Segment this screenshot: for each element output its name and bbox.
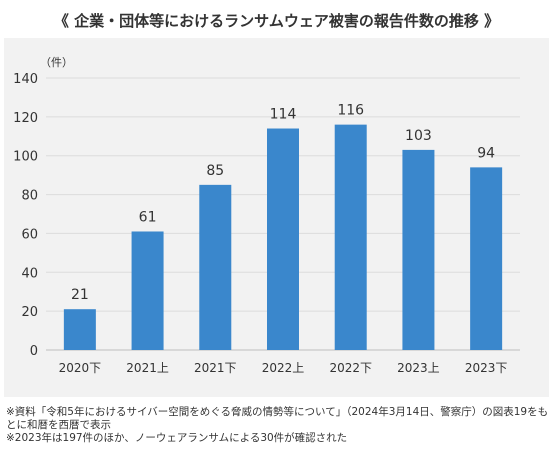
y-tick-label: 120 xyxy=(13,111,38,126)
bar xyxy=(402,149,435,350)
y-tick-label: 100 xyxy=(13,150,38,165)
bar xyxy=(470,167,503,350)
bar-value-label: 21 xyxy=(71,287,89,303)
x-tick-label: 2020下 xyxy=(59,361,102,375)
x-tick-label: 2021下 xyxy=(194,361,237,375)
bar xyxy=(267,128,299,350)
y-tick-label: 0 xyxy=(30,344,38,359)
footnote-source: ※資料「令和5年におけるサイバー空間をめぐる脅威の情勢等について」（2024年3… xyxy=(6,406,549,431)
bar-value-label: 94 xyxy=(477,145,495,161)
x-tick-label: 2022下 xyxy=(329,361,372,375)
footnote-other: ※2023年は197件のほか、ノーウェアランサムによる30件が確認された xyxy=(6,432,348,444)
bar xyxy=(199,184,232,350)
y-axis-label: （件） xyxy=(40,56,73,69)
chart-title: 《 企業・団体等におけるランサムウェア被害の報告件数の推移 》 xyxy=(53,12,500,30)
x-tick-label: 2021上 xyxy=(126,361,169,375)
y-tick-label: 60 xyxy=(21,227,38,242)
y-tick-label: 80 xyxy=(21,189,38,204)
y-tick-label: 20 xyxy=(21,305,38,320)
bar xyxy=(334,124,367,350)
bar-value-label: 103 xyxy=(405,128,432,144)
y-tick-label: 140 xyxy=(13,72,38,87)
bar xyxy=(63,309,96,350)
bar-value-label: 114 xyxy=(270,107,297,123)
footnotes: ※資料「令和5年におけるサイバー空間をめぐる脅威の情勢等について」（2024年3… xyxy=(6,406,551,445)
chart-panel: 0 20 40 60 80 100 120 140 （件） 21 2020下 61 2021上 85 202… xyxy=(4,38,549,397)
bar-value-label: 116 xyxy=(337,103,364,119)
bar-chart: 0 20 40 60 80 100 120 140（件） 21 2020下 61 2021上 85 202… xyxy=(13,56,520,375)
bar xyxy=(131,231,164,350)
x-tick-label: 2023下 xyxy=(465,361,508,375)
x-tick-label: 2022上 xyxy=(262,361,305,375)
bar-value-label: 85 xyxy=(206,163,224,179)
y-tick-label: 40 xyxy=(21,266,38,281)
bar-value-label: 61 xyxy=(139,209,157,225)
x-tick-label: 2023上 xyxy=(397,361,440,375)
